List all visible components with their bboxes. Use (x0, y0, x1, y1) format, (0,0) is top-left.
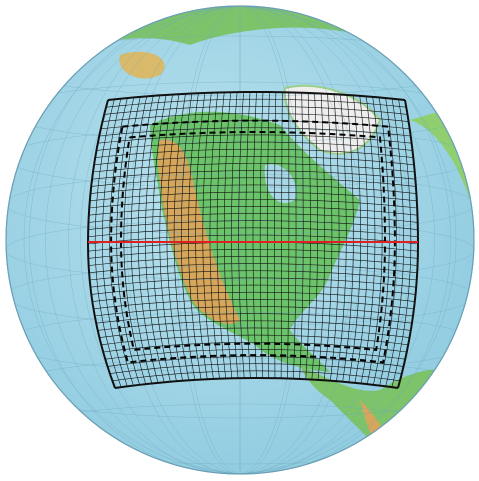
parallel (6, 357, 474, 419)
meridian (6, 6, 457, 474)
grid-line (107, 90, 406, 101)
parallel (6, 35, 474, 97)
parallel (6, 173, 474, 235)
grid-line (114, 376, 399, 389)
model-grid (86, 90, 420, 389)
grid-line (88, 256, 418, 266)
grid-line (89, 198, 418, 209)
meridian (80, 6, 412, 474)
parallel (6, 403, 474, 465)
grid-line (88, 213, 418, 223)
grid-line (92, 170, 416, 180)
grid-line (96, 313, 412, 324)
grid-line (89, 270, 417, 281)
grid-line (92, 291, 415, 302)
parallel (6, 265, 474, 327)
grid-line (109, 363, 402, 374)
grid-line (97, 320, 411, 331)
grid-line (99, 327, 410, 338)
grid-line (89, 263, 418, 274)
grid-line (94, 156, 415, 166)
grid-line (91, 177, 416, 187)
grid-line (107, 356, 404, 367)
grid-line (101, 334, 409, 346)
grid-line (96, 141, 413, 151)
meridian (29, 6, 435, 474)
meridian (118, 6, 354, 474)
grid-line (106, 98, 407, 108)
grid-line (99, 127, 411, 137)
grid-line (102, 113, 409, 122)
grid-line (105, 349, 406, 360)
grid-line (104, 106, 408, 115)
grid-line (88, 220, 418, 230)
grid-line (93, 299, 414, 310)
meridian (68, 6, 400, 474)
grid-line (89, 191, 417, 202)
meridian (177, 6, 299, 474)
highland (119, 51, 165, 79)
grid-line (97, 134, 412, 144)
meridian (23, 6, 474, 474)
grid-line (90, 184, 417, 194)
hudson-bay (264, 164, 296, 204)
grid-line (91, 284, 416, 295)
buffer-boundary (110, 119, 396, 364)
grid-line (88, 206, 418, 216)
grid-line (112, 370, 400, 382)
grid-line (90, 277, 417, 288)
buffer-boundary (120, 131, 386, 352)
grid-line (95, 148, 414, 158)
grid-line (88, 227, 418, 238)
globe-outline (5, 5, 475, 475)
grid-line (87, 234, 419, 245)
grid-line (88, 248, 418, 259)
rockies (157, 139, 240, 324)
grid-line (103, 341, 407, 353)
grid-line (94, 306, 414, 317)
meridian (45, 6, 451, 474)
grid-line (92, 163, 415, 173)
parallel (6, 219, 474, 281)
